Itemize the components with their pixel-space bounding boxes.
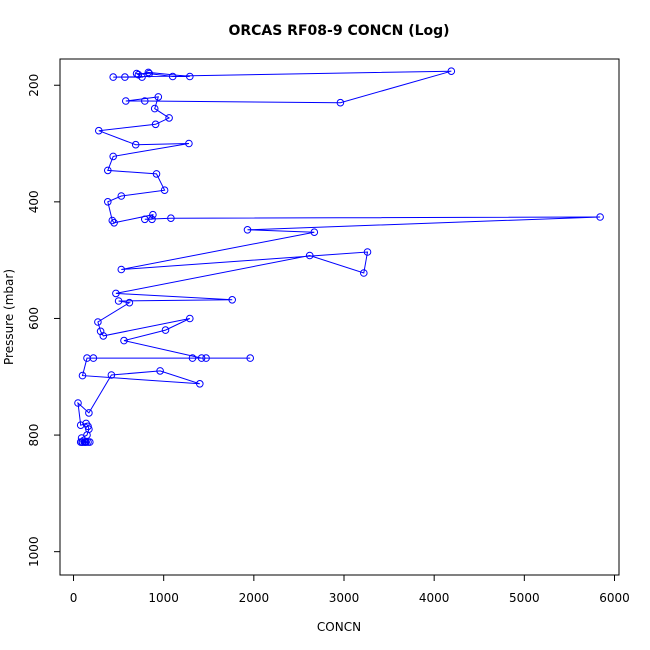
data-point [165, 114, 173, 122]
data-point [114, 297, 123, 305]
x-tick-label: 1000 [148, 591, 179, 605]
x-axis: 0 1000 2000 3000 4000 5000 6000 [70, 574, 630, 605]
data-point [78, 438, 87, 446]
plot-frame [59, 58, 620, 576]
data-point [185, 139, 193, 148]
y-tick-label: 400 [27, 190, 41, 213]
data-point [188, 354, 197, 362]
data-point [596, 213, 604, 221]
data-point [82, 419, 90, 428]
data-point [151, 120, 160, 129]
y-tick-label: 600 [27, 307, 41, 330]
data-point [154, 93, 163, 101]
data-point [131, 140, 140, 149]
data-point [141, 215, 149, 224]
y-tick-label: 800 [27, 424, 41, 447]
data-point [76, 421, 85, 430]
data-point [122, 97, 130, 105]
data-point [96, 327, 105, 336]
data-point [186, 314, 194, 323]
y-tick-label: 1000 [27, 536, 41, 567]
data-point [145, 69, 154, 78]
data-point [150, 104, 159, 113]
x-tick-label: 3000 [329, 591, 360, 605]
data-point [134, 70, 143, 79]
data-point [107, 371, 116, 379]
data-point [363, 248, 372, 256]
data-point [141, 97, 149, 105]
data-point [196, 380, 204, 388]
series-line [77, 70, 601, 443]
data-point [112, 289, 120, 298]
data-point [202, 354, 210, 362]
data-point [447, 67, 456, 75]
data-point [117, 265, 126, 274]
data-point [117, 192, 126, 200]
chart-title: ORCAS RF08-9 CONCN (Log) [228, 23, 449, 39]
data-point [148, 215, 156, 224]
data-point [144, 68, 153, 77]
data-point [152, 170, 161, 178]
x-tick-label: 6000 [599, 591, 630, 605]
x-tick-label: 0 [70, 591, 78, 605]
y-axis-label: Pressure (mbar) [2, 269, 16, 365]
data-point [74, 399, 82, 407]
data-point [95, 126, 103, 135]
data-point [120, 336, 128, 345]
data-point [243, 226, 252, 234]
x-tick-label: 2000 [239, 591, 270, 605]
data-point [310, 228, 319, 236]
data-point [85, 409, 93, 417]
data-point [125, 298, 134, 307]
data-point [110, 219, 118, 227]
data-point [89, 354, 98, 362]
data-point [336, 98, 345, 107]
y-tick-label: 200 [27, 74, 41, 97]
data-point [132, 69, 141, 78]
data-point [161, 326, 170, 334]
data-point [109, 73, 117, 81]
data-point [168, 72, 177, 81]
data-point [121, 73, 129, 81]
data-point [360, 269, 368, 277]
x-tick-label: 4000 [419, 591, 450, 605]
data-point [94, 318, 102, 326]
data-point [156, 367, 164, 375]
data-point [305, 251, 314, 260]
data-point [228, 296, 236, 304]
data-point [104, 198, 112, 206]
x-axis-label: CONCN [317, 620, 361, 634]
data-point [197, 354, 206, 362]
data-point [186, 72, 194, 81]
data-point [84, 438, 92, 446]
data-point [109, 152, 117, 161]
data-point [167, 214, 175, 222]
data-point [246, 354, 254, 362]
data-point [149, 210, 157, 219]
x-tick-label: 5000 [509, 591, 540, 605]
data-point [78, 371, 87, 380]
data-point [160, 186, 169, 194]
data-point [104, 166, 112, 175]
y-axis: 200 400 600 800 1000 [27, 74, 61, 567]
concn-series [74, 67, 604, 446]
data-point [108, 216, 117, 225]
